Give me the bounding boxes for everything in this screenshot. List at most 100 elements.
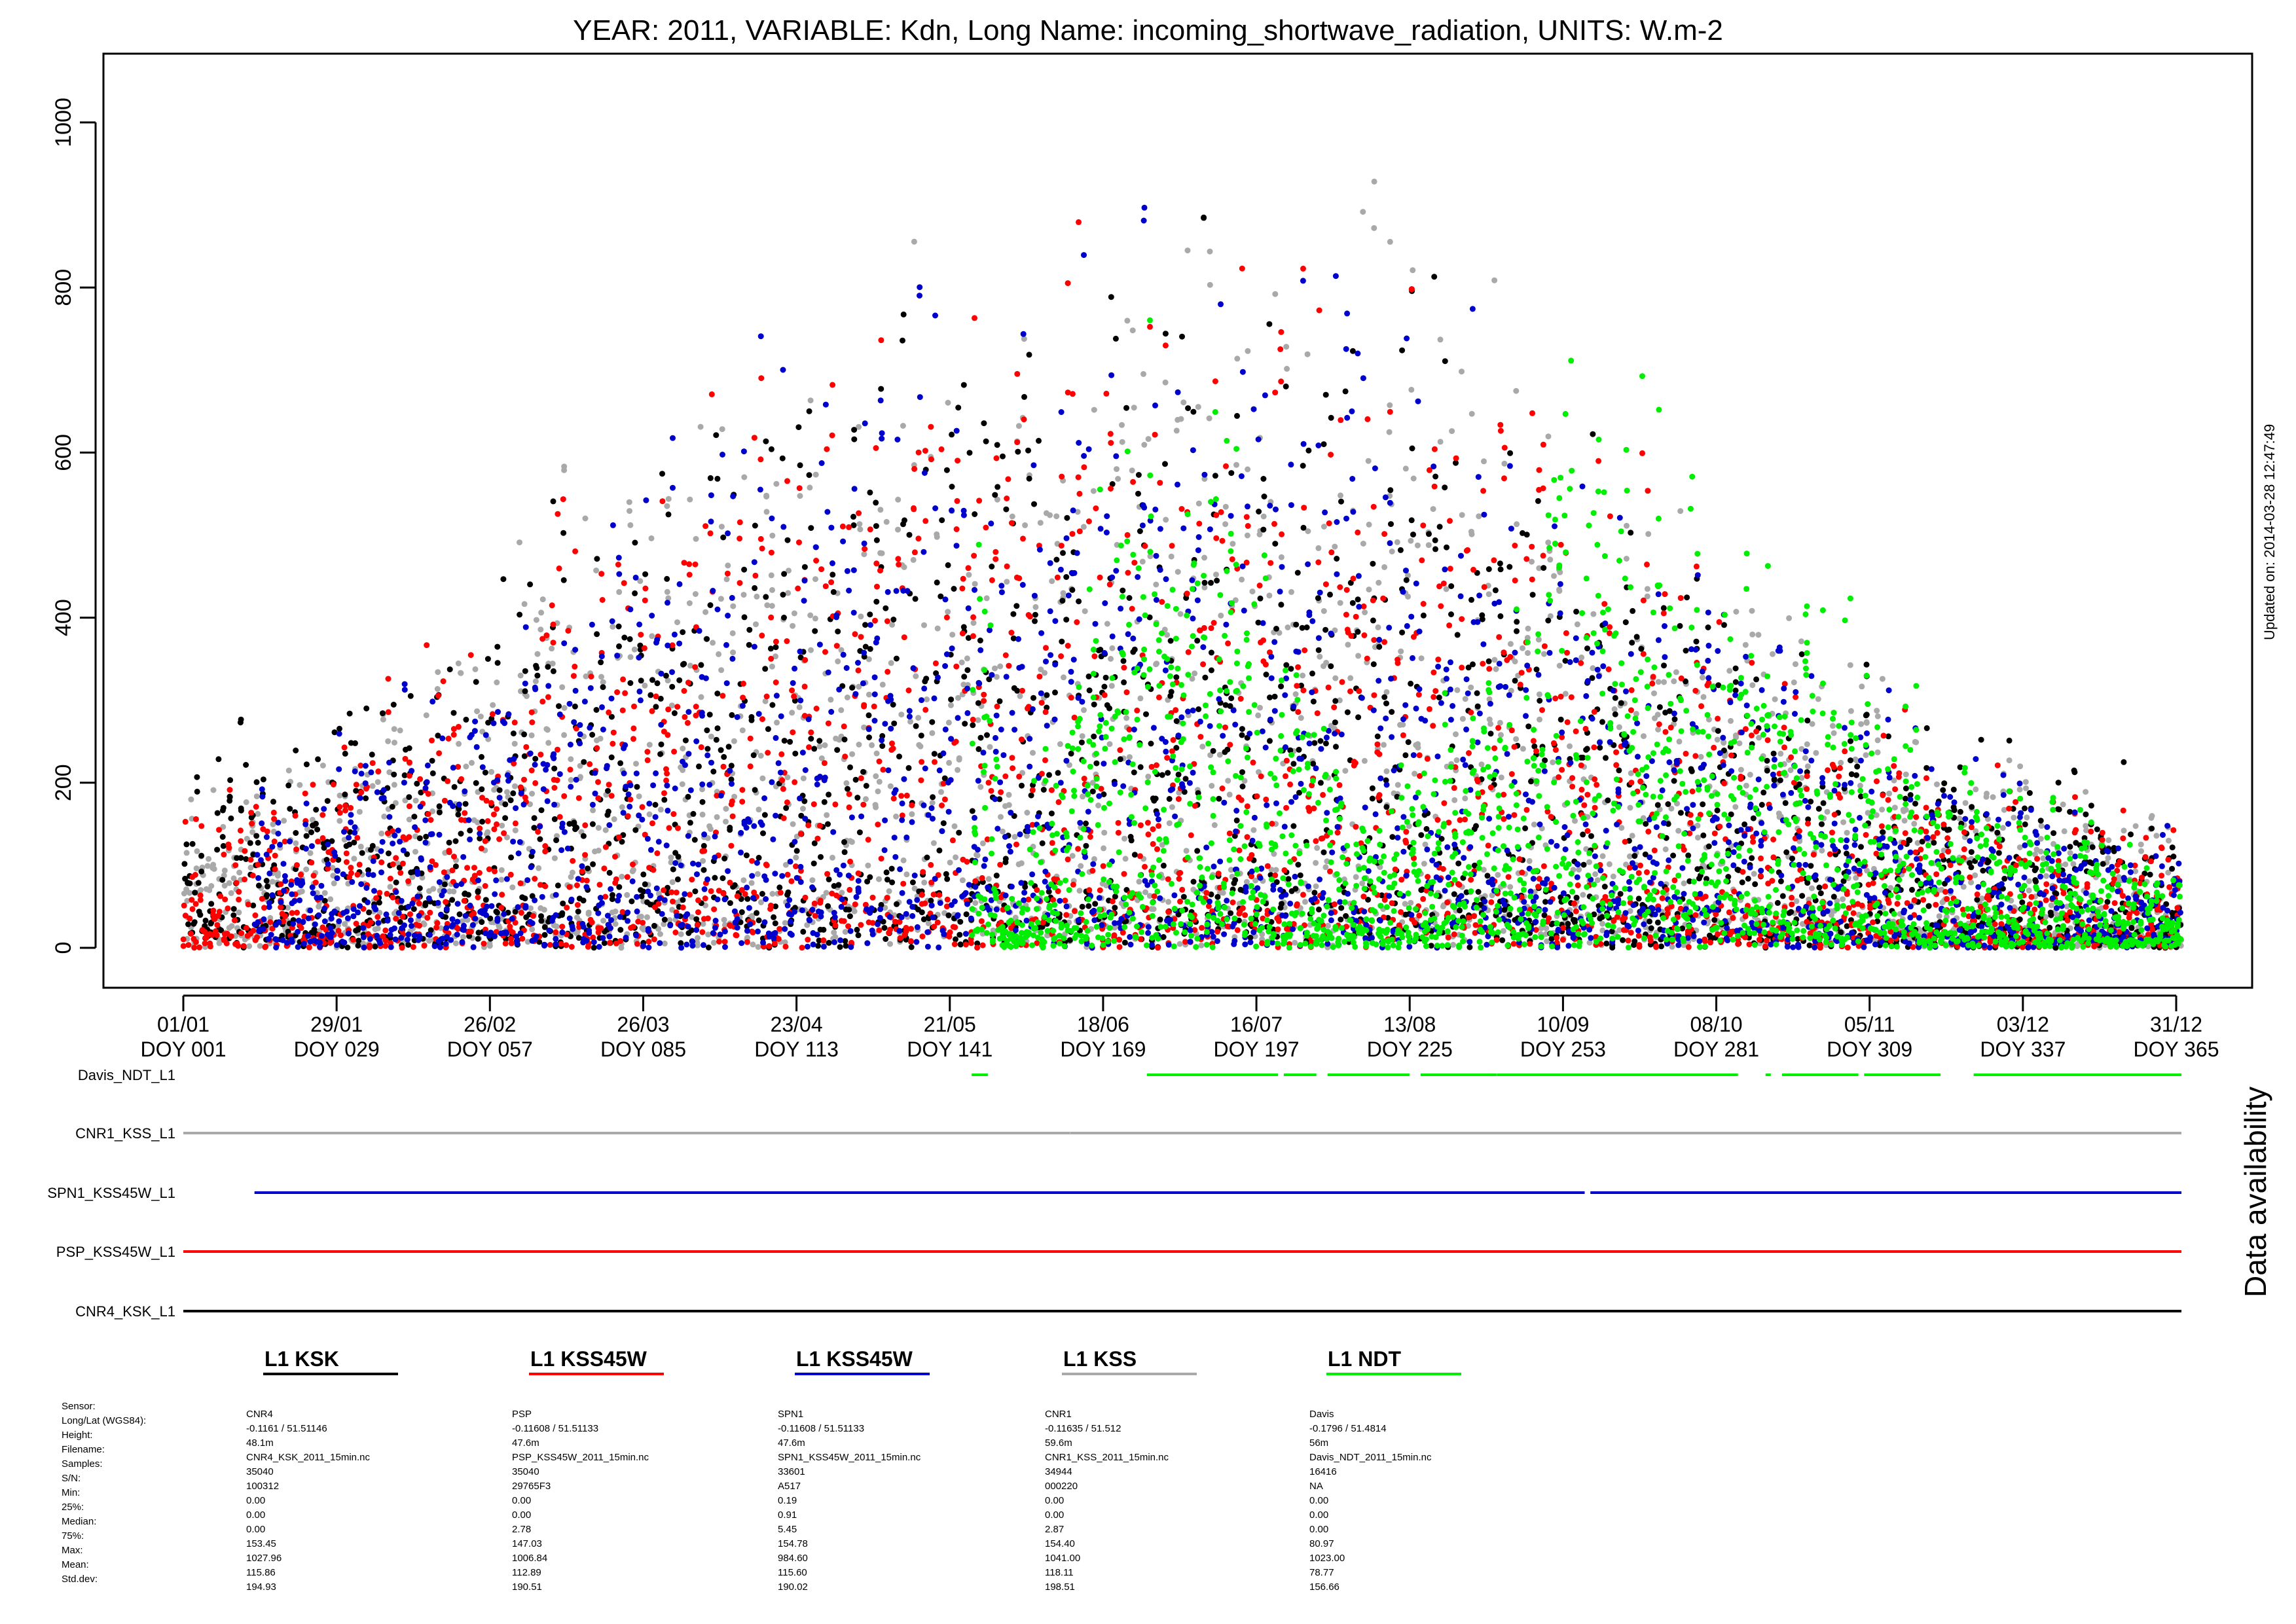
data-point [716,651,722,657]
data-point [528,732,535,738]
data-point [269,878,276,885]
data-point [329,865,336,871]
data-point [1658,943,1664,950]
data-point [873,598,880,605]
data-point [679,781,685,787]
data-point [522,688,528,695]
data-point [1705,843,1712,850]
data-point [1239,769,1245,776]
data-point [183,841,190,848]
data-point [2060,801,2066,808]
data-point [2089,844,2096,850]
data-point [680,629,686,636]
data-point [2016,786,2023,793]
data-point [524,939,531,945]
data-point [2055,780,2062,786]
data-point [729,813,736,820]
data-point [551,816,558,822]
data-point [676,677,683,683]
data-point [1749,682,1756,689]
data-point [1355,628,1361,635]
data-point [206,856,212,862]
data-point [945,562,951,568]
data-point [929,800,936,806]
data-point [2166,837,2172,844]
data-point [1412,770,1418,777]
data-point [773,480,780,487]
data-point [570,673,577,679]
data-point [1344,709,1351,715]
data-point [630,736,636,742]
data-point [638,677,644,684]
data-point [450,731,457,738]
data-point [761,812,768,818]
data-point [1108,683,1115,689]
data-point [243,799,249,805]
data-point [867,489,873,496]
data-point [1228,470,1235,477]
data-point [686,571,693,578]
data-point [1633,711,1639,717]
data-point [707,530,714,537]
data-point [686,561,693,568]
data-point [488,768,495,775]
data-point [1796,781,1802,787]
data-point [1474,690,1480,696]
data-point [1136,878,1142,885]
data-point [1786,910,1793,916]
data-point [1437,439,1444,445]
data-point [1131,405,1137,411]
data-point [527,905,534,912]
data-point [587,761,593,767]
data-point [512,827,519,834]
data-point [574,882,580,888]
data-point [674,619,680,626]
data-point [479,753,484,760]
data-point [1052,689,1058,696]
data-point [1278,683,1285,690]
data-point [733,932,740,939]
data-point [867,645,873,652]
data-point [835,628,841,635]
data-point [730,649,737,656]
data-point [511,719,518,726]
data-point [1159,772,1165,778]
data-point [1268,867,1275,873]
data-point [1721,740,1727,746]
data-point [462,810,468,816]
data-point [188,796,194,803]
data-point [445,778,451,784]
data-point [207,940,213,947]
data-point [637,578,644,585]
data-point [1736,740,1743,747]
data-point [692,561,699,568]
data-point [1745,875,1751,882]
data-point [1859,683,1865,690]
data-point [854,926,860,933]
data-point [1906,837,1913,844]
data-point [1973,786,1979,793]
data-point [1944,827,1951,833]
data-point [1024,833,1030,839]
data-point [723,806,729,812]
data-point [600,684,606,691]
data-point [580,897,587,904]
data-point [1145,773,1152,780]
data-point [188,931,194,937]
data-point [1507,884,1514,890]
data-point [977,638,983,643]
data-point [1700,801,1706,808]
data-point [1208,667,1214,674]
data-point [1150,906,1157,912]
data-point [314,826,321,833]
data-point [1779,893,1786,899]
data-point [553,923,560,929]
data-point [1130,649,1137,655]
data-point [1623,556,1630,562]
data-point [247,856,254,863]
data-point [192,872,198,878]
data-point [449,897,456,903]
data-point [271,839,278,844]
data-point [238,855,244,861]
data-point [417,776,424,782]
